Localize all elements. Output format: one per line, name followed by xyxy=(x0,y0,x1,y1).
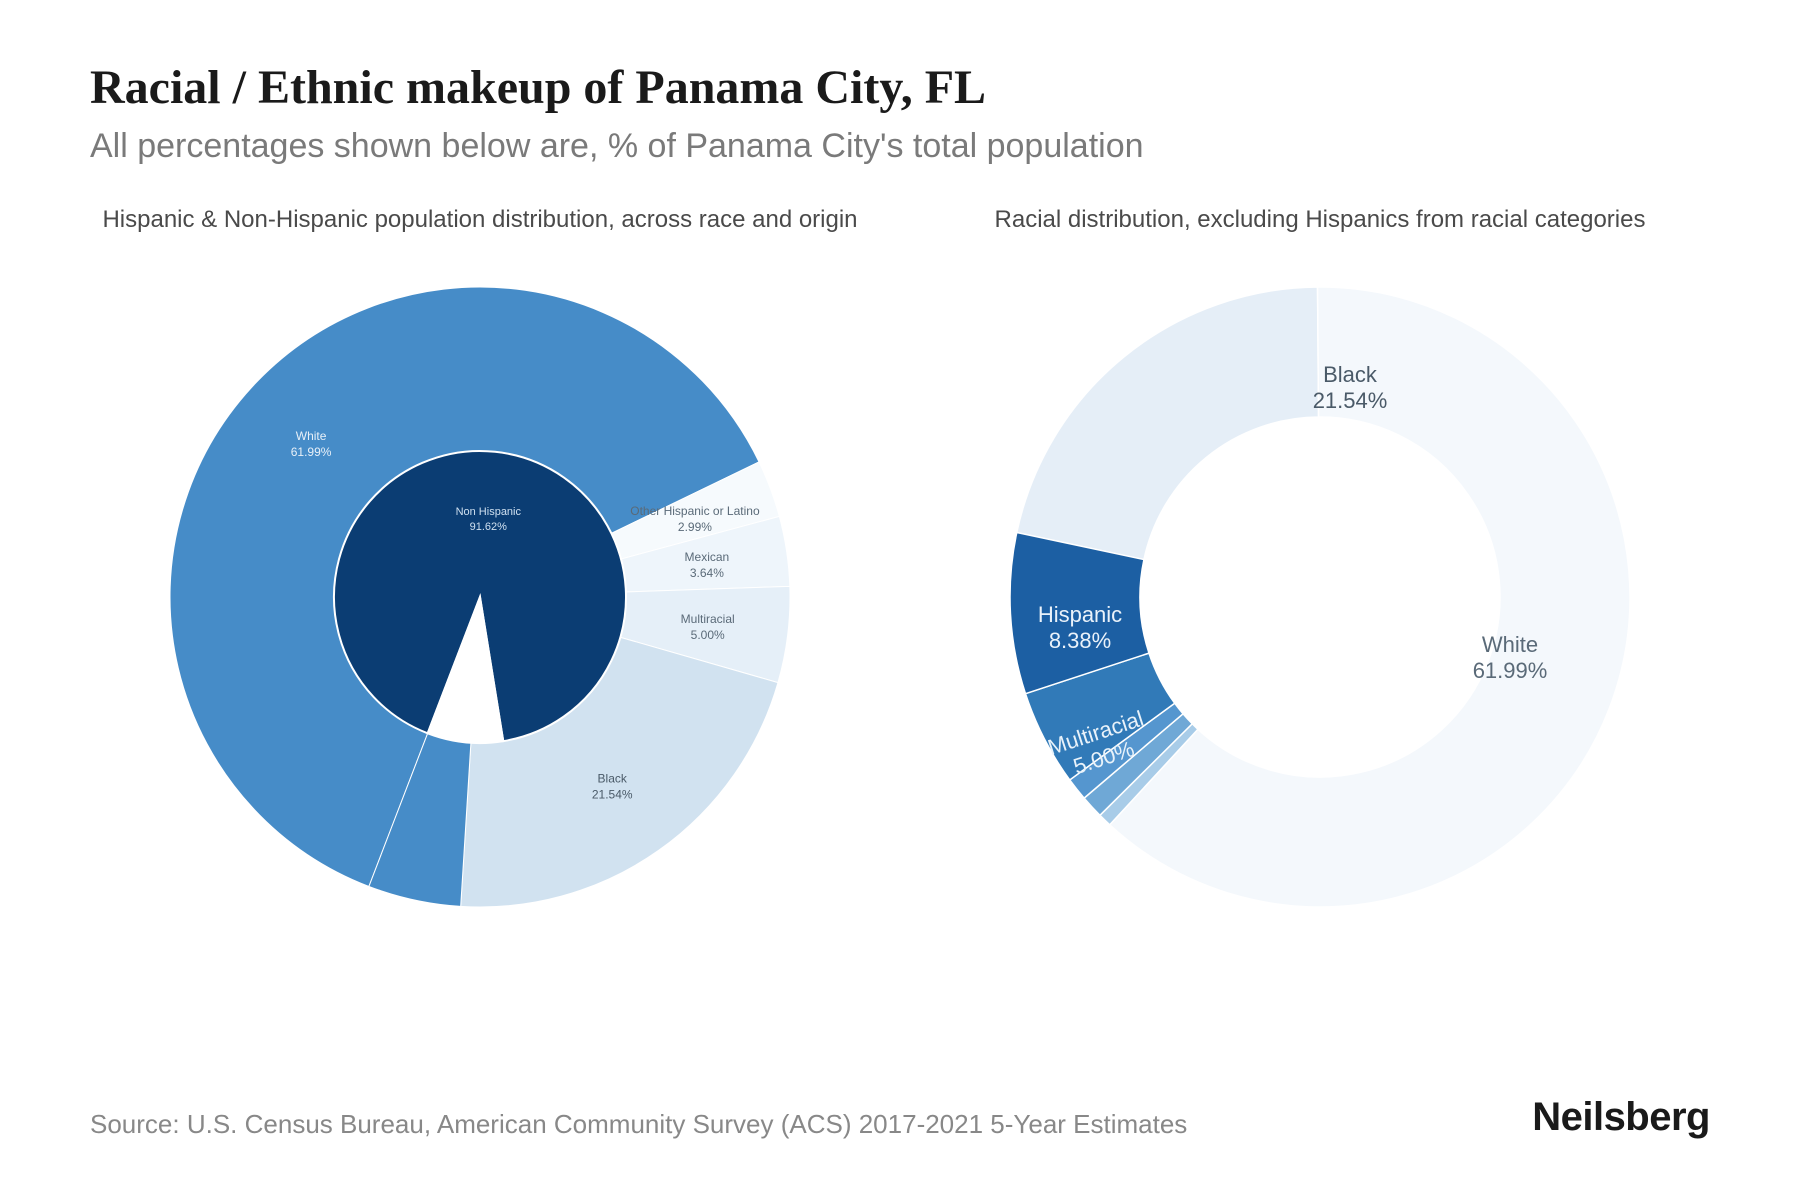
slice-value: 61.99% xyxy=(291,445,332,459)
page-subtitle: All percentages shown below are, % of Pa… xyxy=(90,127,1710,166)
chart-left-title: Hispanic & Non-Hispanic population distr… xyxy=(102,206,857,234)
slice-label: Non Hispanic xyxy=(456,506,522,518)
slice-value: 5.00% xyxy=(691,628,725,642)
chart-left-svg: White 61.99% Other Hispanic or Latino 2.99%… xyxy=(110,262,850,942)
slice-value: 61.99% xyxy=(1473,658,1548,683)
chart-left-column: Hispanic & Non-Hispanic population distr… xyxy=(90,206,870,942)
infographic-container: Racial / Ethnic makeup of Panama City, F… xyxy=(0,0,1800,982)
slice-black xyxy=(1017,287,1319,560)
slice-label: Multiracial xyxy=(681,612,735,626)
slice-label: White xyxy=(1482,632,1538,657)
slice-label: White xyxy=(296,429,327,443)
chart-right-svg: Black21.54%White61.99%Multiracial5.00%Hi… xyxy=(950,262,1690,942)
slice-label: Black xyxy=(598,771,628,785)
footer: Source: U.S. Census Bureau, American Com… xyxy=(90,1095,1710,1140)
source-text: Source: U.S. Census Bureau, American Com… xyxy=(90,1109,1187,1140)
slice-label: Mexican xyxy=(685,550,730,564)
slice-value: 8.38% xyxy=(1049,628,1111,653)
charts-row: Hispanic & Non-Hispanic population distr… xyxy=(90,206,1710,942)
slice-label: Black xyxy=(1323,362,1378,387)
slice-value: 21.54% xyxy=(1313,388,1388,413)
slice-value: 3.64% xyxy=(690,566,724,580)
slice-value: 2.99% xyxy=(678,520,712,534)
slice-label: Hispanic xyxy=(1038,602,1122,627)
slice-label: Other Hispanic or Latino xyxy=(630,504,760,518)
brand-logo: Neilsberg xyxy=(1532,1095,1710,1140)
chart-right-title: Racial distribution, excluding Hispanics… xyxy=(995,206,1646,234)
page-title: Racial / Ethnic makeup of Panama City, F… xyxy=(90,60,1710,115)
chart-right-column: Racial distribution, excluding Hispanics… xyxy=(930,206,1710,942)
slice-value: 21.54% xyxy=(592,787,633,801)
slice-value: 91.62% xyxy=(470,521,508,533)
